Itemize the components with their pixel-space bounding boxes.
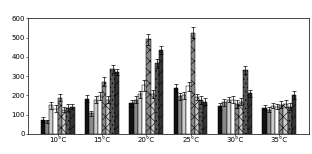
Bar <box>66 108 70 134</box>
Bar <box>89 113 94 134</box>
Bar <box>138 94 142 134</box>
Bar <box>182 95 187 134</box>
Bar <box>85 99 89 134</box>
Bar <box>62 109 66 134</box>
Bar <box>49 105 53 134</box>
Bar <box>174 88 178 134</box>
Bar <box>155 63 159 134</box>
Bar <box>102 82 106 134</box>
Bar <box>41 120 45 134</box>
Bar <box>199 100 203 134</box>
Bar <box>146 39 150 134</box>
Bar <box>239 102 243 134</box>
Bar <box>235 104 239 134</box>
Bar <box>187 86 191 134</box>
Bar <box>150 94 155 134</box>
Bar <box>129 103 134 134</box>
Bar <box>134 100 138 134</box>
Bar <box>275 107 279 134</box>
Bar <box>45 122 49 134</box>
Bar <box>284 104 288 134</box>
Bar <box>231 100 235 134</box>
Bar <box>243 70 248 134</box>
Bar <box>195 97 199 134</box>
Bar <box>271 106 275 134</box>
Bar <box>115 72 119 134</box>
Bar <box>227 100 231 134</box>
Bar <box>70 107 75 134</box>
Bar <box>222 102 227 134</box>
Bar <box>203 102 207 134</box>
Legend: B1, DB1, DN1, G1, G2, H1, MD1, MD2: B1, DB1, DN1, G1, G2, H1, MD1, MD2 <box>94 0 243 2</box>
Bar <box>106 100 110 134</box>
Bar <box>110 69 115 134</box>
Bar <box>292 95 296 134</box>
Bar <box>288 107 292 134</box>
Bar <box>98 96 102 134</box>
Bar <box>58 98 62 134</box>
Bar <box>178 96 182 134</box>
Bar <box>142 85 146 134</box>
Bar <box>94 100 98 134</box>
Bar <box>279 105 284 134</box>
Bar <box>262 108 267 134</box>
Bar <box>248 93 252 134</box>
Bar <box>191 32 195 134</box>
Bar <box>53 109 58 134</box>
Bar <box>267 110 271 134</box>
Bar <box>159 50 163 134</box>
Bar <box>218 106 222 134</box>
